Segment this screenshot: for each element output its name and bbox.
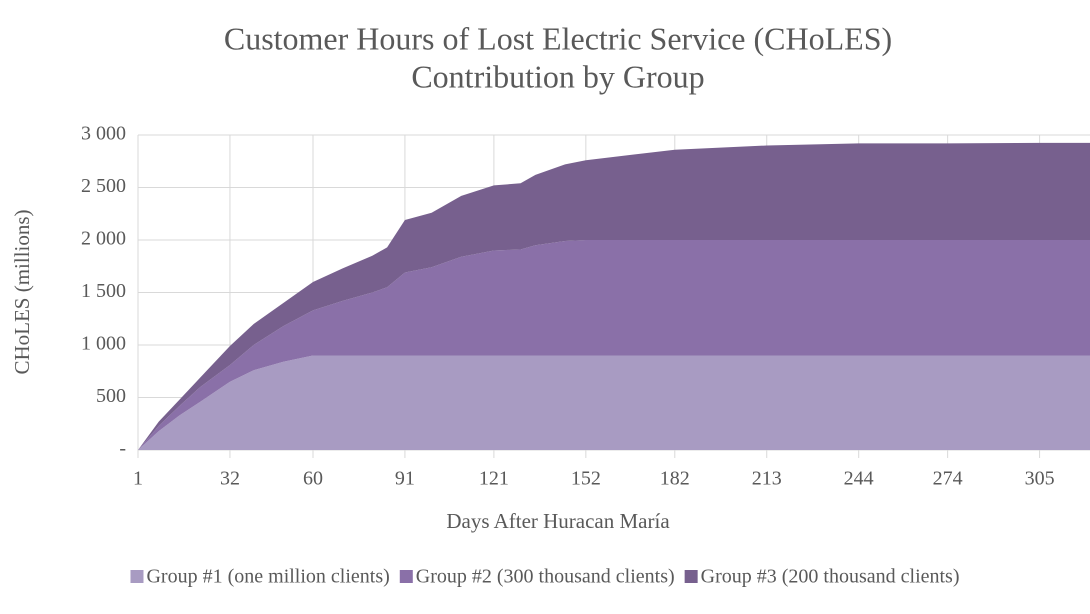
y-tick-label: 3 000 — [81, 123, 126, 145]
area — [138, 355, 1090, 450]
legend-label: Group #1 (one million clients) — [146, 566, 389, 588]
legend-label: Group #2 (300 thousand clients) — [416, 566, 675, 588]
legend-label: Group #3 (200 thousand clients) — [701, 566, 960, 588]
x-tick-label: 274 — [933, 468, 963, 490]
x-tick-label: 60 — [303, 468, 323, 490]
y-tick-label: 2 500 — [81, 175, 126, 197]
x-tick-label: 91 — [395, 468, 415, 490]
x-tick-label: 121 — [479, 468, 509, 490]
y-axis-title: CHoLES (millions) — [10, 209, 34, 374]
x-tick-label: 32 — [220, 468, 240, 490]
x-tick-label: 1 — [133, 468, 143, 490]
x-tick-label: 213 — [752, 468, 782, 490]
x-tick-label: 182 — [660, 468, 690, 490]
chart-title: Contribution by Group — [411, 58, 704, 94]
x-tick-label: 244 — [844, 468, 874, 490]
x-tick-label: 152 — [571, 468, 601, 490]
y-tick-label: 500 — [96, 385, 126, 407]
areas — [138, 142, 1090, 450]
chart-title: Customer Hours of Lost Electric Service … — [224, 20, 892, 56]
y-tick-label: 2 000 — [81, 228, 126, 250]
area — [138, 240, 1090, 450]
legend-swatch — [684, 570, 698, 583]
y-tick-label: 1 500 — [81, 280, 126, 302]
y-tick-label: - — [119, 438, 126, 460]
y-tick-label: 1 000 — [81, 333, 126, 355]
legend: Group #1 (one million clients) Group #2 (… — [130, 566, 960, 588]
legend-swatch — [399, 570, 413, 583]
legend-swatch — [130, 570, 144, 583]
x-tick-label: 305 — [1025, 468, 1055, 490]
x-axis-title: Days After Huracan María — [446, 509, 670, 533]
area — [138, 142, 1090, 450]
